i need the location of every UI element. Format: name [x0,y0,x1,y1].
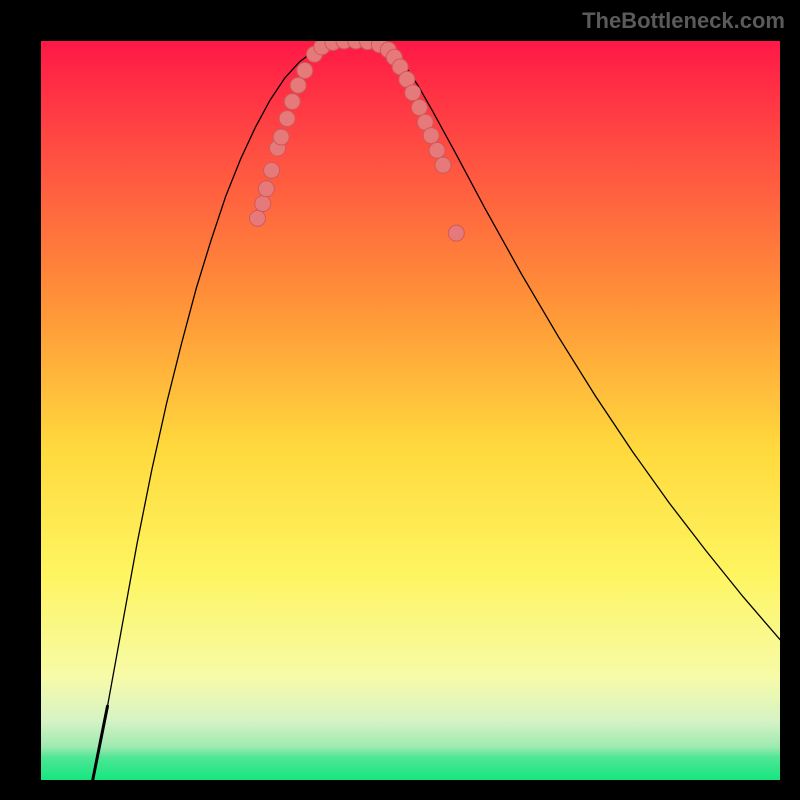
watermark-text: TheBottleneck.com [582,8,785,34]
data-marker [255,196,271,212]
data-marker [297,63,313,79]
data-marker [273,129,289,145]
data-marker [279,111,295,127]
data-marker [411,100,427,116]
chart-svg [41,41,780,780]
data-marker [423,128,439,144]
plot-area [41,41,780,780]
data-marker [290,77,306,93]
data-marker [258,181,274,197]
data-marker [435,157,451,173]
data-marker [264,162,280,178]
data-marker [250,210,266,226]
chart-container: TheBottleneck.com [0,0,800,800]
gradient-background [41,41,780,780]
data-marker [405,85,421,101]
data-marker [448,225,464,241]
data-marker [284,94,300,110]
data-marker [429,142,445,158]
